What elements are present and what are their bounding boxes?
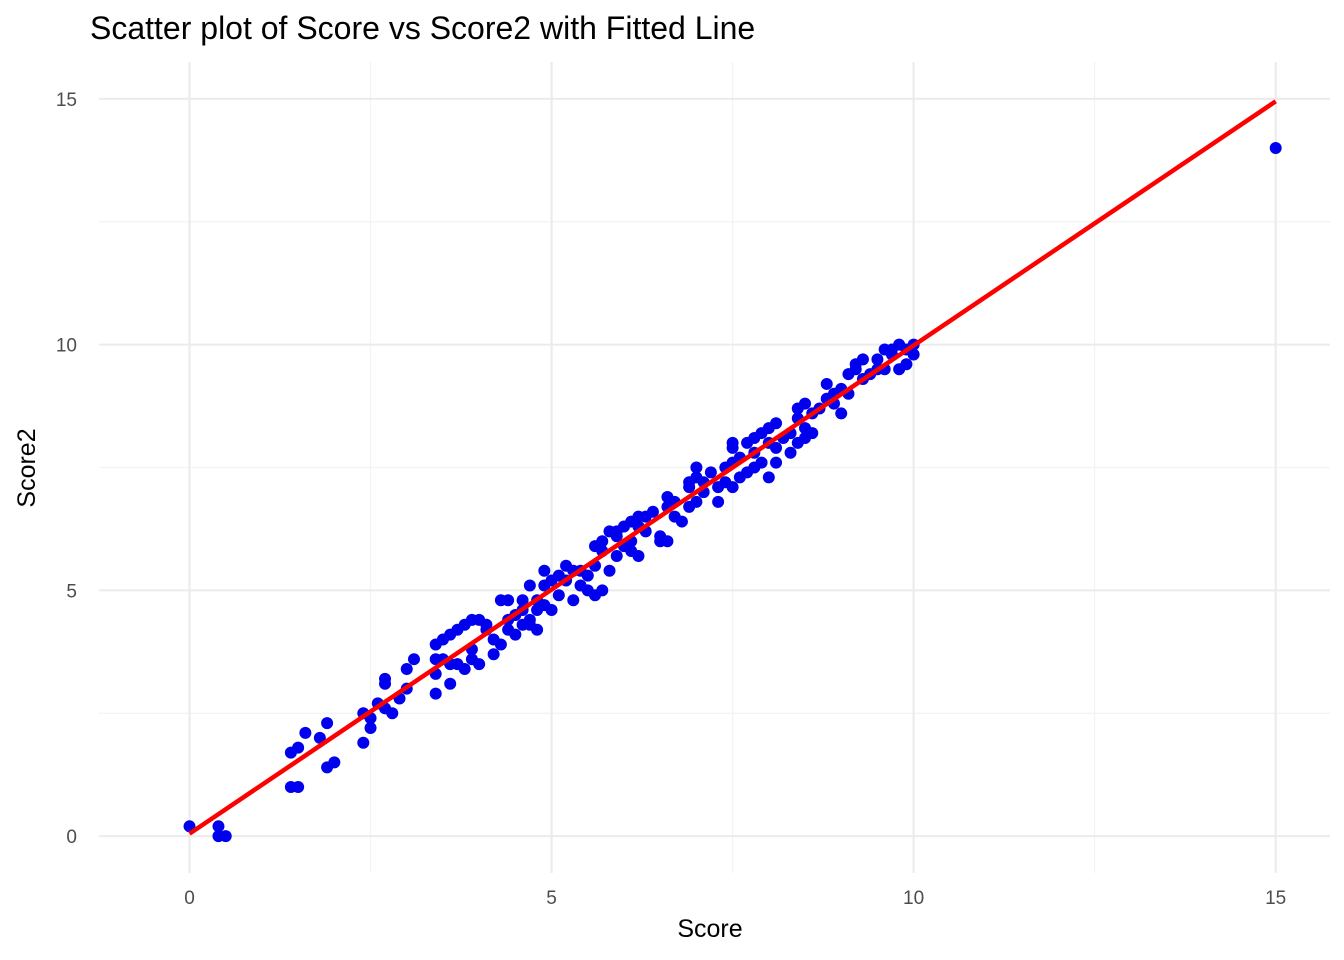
data-point	[538, 564, 551, 577]
data-point	[386, 707, 399, 720]
data-point	[770, 417, 783, 430]
x-tick-label: 15	[1265, 888, 1286, 909]
data-point	[458, 663, 471, 676]
data-point	[704, 466, 717, 479]
x-tick-label: 5	[546, 888, 557, 909]
data-point	[545, 604, 558, 617]
data-point	[762, 471, 775, 484]
data-point	[473, 658, 486, 671]
data-point	[494, 638, 507, 651]
data-point	[632, 549, 645, 562]
data-point	[379, 672, 392, 685]
data-point	[856, 353, 869, 366]
data-point	[907, 348, 920, 361]
data-point	[726, 436, 739, 449]
data-point	[509, 628, 522, 641]
data-point	[596, 535, 609, 548]
data-point	[755, 456, 768, 469]
x-tick-label: 10	[903, 888, 924, 909]
data-point	[596, 584, 609, 597]
data-point	[219, 830, 232, 843]
data-point	[400, 663, 413, 676]
data-point	[726, 481, 739, 494]
data-point	[552, 589, 565, 602]
data-point	[212, 820, 225, 833]
y-axis-title: Score2	[13, 428, 41, 507]
data-point	[690, 461, 703, 474]
data-point	[835, 407, 848, 420]
data-point	[675, 515, 688, 528]
data-point	[567, 594, 580, 607]
data-point	[603, 564, 616, 577]
data-point	[799, 397, 812, 410]
y-tick-label: 10	[56, 336, 77, 357]
y-tick-label: 0	[66, 827, 77, 848]
fit-line-layer	[188, 99, 1277, 836]
y-tick-label: 5	[66, 581, 77, 602]
data-point	[770, 441, 783, 454]
data-point	[820, 377, 833, 390]
data-point	[328, 756, 341, 769]
data-point	[313, 731, 326, 744]
data-point	[299, 726, 312, 739]
fitted-line	[188, 99, 1277, 836]
data-point	[646, 505, 659, 518]
x-axis-title: Score	[677, 915, 742, 943]
data-point	[871, 353, 884, 366]
data-point	[610, 549, 623, 562]
data-point	[429, 687, 442, 700]
data-point	[581, 569, 594, 582]
data-point	[531, 623, 544, 636]
data-point	[806, 427, 819, 440]
data-point	[1269, 142, 1282, 155]
data-point	[292, 780, 305, 793]
data-point	[770, 456, 783, 469]
data-point	[407, 653, 420, 666]
data-point	[357, 736, 370, 749]
data-point	[523, 579, 536, 592]
x-tick-label: 0	[184, 888, 195, 909]
data-point	[900, 358, 913, 371]
data-point	[292, 741, 305, 754]
y-tick-labels: 0 5 10 15	[56, 90, 77, 848]
x-tick-labels: 0 5 10 15	[184, 888, 1286, 909]
y-tick-label: 15	[56, 90, 77, 111]
minor-gridlines	[99, 62, 1330, 873]
data-point	[321, 717, 334, 730]
data-point	[661, 535, 674, 548]
data-point	[487, 648, 500, 661]
data-point	[364, 722, 377, 735]
data-point	[690, 495, 703, 508]
data-point	[502, 594, 515, 607]
data-point	[784, 446, 797, 459]
data-point	[516, 594, 529, 607]
data-point	[444, 677, 457, 690]
data-point	[712, 495, 725, 508]
chart-title: Scatter plot of Score vs Score2 with Fit…	[90, 10, 755, 46]
major-gridlines	[99, 62, 1330, 873]
